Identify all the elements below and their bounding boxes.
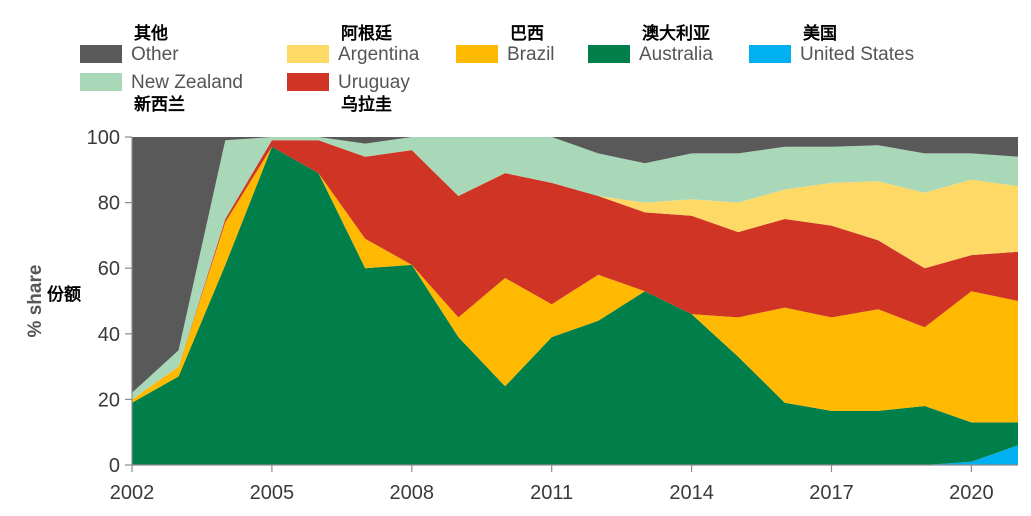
legend-label-argentina: Argentina [338,44,420,65]
legend-swatch-uruguay [287,73,329,91]
legend-label-zh-other: 其他 [134,23,168,44]
area-australia [132,146,1018,466]
legend-swatch-argentina [287,45,329,63]
x-tick-label: 2005 [250,482,295,504]
legend-swatch-australia [588,45,630,63]
legend-label-zh-argentina: 阿根廷 [341,23,393,44]
legend-label-united-states: United States [800,44,914,65]
x-tick-label: 2014 [669,482,714,504]
x-tick-label: 2008 [390,482,435,504]
area-brazil [132,146,1018,423]
x-tick-label: 2017 [809,482,854,504]
y-tick-label: 80 [98,193,120,215]
y-tick-label: 0 [109,455,120,477]
x-tick-label: 2020 [949,482,994,504]
area-new-zealand [132,137,1018,400]
legend-swatch-new-zealand [80,73,122,91]
legend-label-zh-new-zealand: 新西兰 [134,94,185,115]
y-axis-label-zh: 份额 [47,284,81,305]
legend-label-zh-australia: 澳大利亚 [642,23,710,44]
axes: 0 20 40 60 80 100 2002 2005 2008 2011 2014 2017 2020 [87,127,1018,504]
area-uruguay [132,140,1018,400]
legend-label-uruguay: Uruguay [338,72,410,93]
area-argentina [132,140,1018,400]
legend-swatch-brazil [456,45,498,63]
legend-label-brazil: Brazil [507,44,555,65]
area-layer [132,137,1018,466]
legend-label-zh-uruguay: 乌拉圭 [341,94,392,115]
legend-swatch-other [80,45,122,63]
x-tick-label: 2002 [110,482,155,504]
y-tick-label: 60 [98,258,120,280]
x-tick-label: 2011 [530,482,573,504]
y-tick-label: 40 [98,324,120,346]
y-axis-label: % share [25,265,46,338]
legend-label-new-zealand: New Zealand [131,72,243,93]
legend-swatch-united-states [749,45,791,63]
y-tick-label: 20 [98,389,120,411]
legend-label-other: Other [131,44,179,65]
legend-label-zh-united-states: 美国 [803,23,837,44]
legend-label-australia: Australia [639,44,713,65]
legend-label-zh-brazil: 巴西 [510,24,544,44]
y-tick-label: 100 [87,127,120,149]
